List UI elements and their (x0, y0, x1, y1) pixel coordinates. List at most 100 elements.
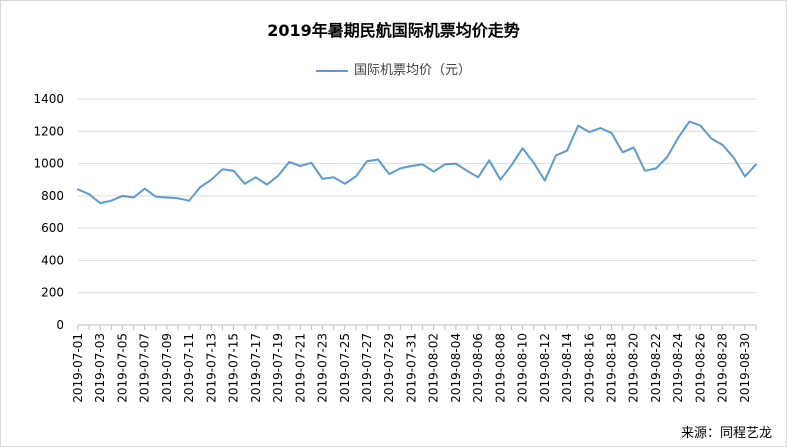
data-point (288, 161, 290, 163)
data-point (544, 180, 546, 182)
x-tick-label: 2019-07-13 (204, 333, 218, 403)
series-line (77, 120, 757, 205)
x-tick-label: 2019-08-04 (449, 333, 463, 403)
data-point (477, 176, 479, 178)
x-tick-label: 2019-07-27 (360, 333, 374, 403)
x-tick-label: 2019-08-14 (560, 333, 574, 403)
y-tick-label: 0 (56, 318, 64, 332)
data-point (755, 163, 757, 165)
data-point (555, 155, 557, 157)
data-point (688, 121, 690, 123)
x-tick-label: 2019-08-22 (649, 333, 663, 403)
data-point (277, 175, 279, 177)
legend-swatch (315, 69, 348, 72)
data-point (233, 170, 235, 172)
y-tick-label: 1200 (33, 124, 64, 138)
data-point (366, 160, 368, 162)
x-tick-label: 2019-07-21 (293, 333, 307, 403)
data-point (510, 164, 512, 166)
data-point (410, 165, 412, 167)
x-tick-label: 2019-08-24 (671, 333, 685, 403)
data-point (622, 151, 624, 153)
y-tick-label: 1000 (33, 157, 64, 171)
data-point (599, 127, 601, 129)
data-point (433, 171, 435, 173)
data-point (655, 167, 657, 169)
y-tick-label: 1400 (33, 92, 64, 106)
data-point (666, 156, 668, 158)
data-point (577, 125, 579, 127)
data-point (499, 179, 501, 181)
data-point (344, 183, 346, 185)
data-point (455, 163, 457, 165)
legend-label: 国际机票均价（元） (353, 63, 471, 78)
x-tick-label: 2019-07-15 (227, 333, 241, 403)
data-point (310, 162, 312, 164)
data-point (266, 184, 268, 186)
x-tick-label: 2019-08-16 (582, 333, 596, 403)
x-tick-label: 2019-07-25 (338, 333, 352, 403)
data-point (188, 200, 190, 202)
data-point (377, 159, 379, 161)
data-point (611, 132, 613, 134)
x-tick-label: 2019-07-05 (115, 333, 129, 403)
data-point (644, 170, 646, 172)
x-tick-label: 2019-07-11 (182, 333, 196, 403)
data-point (488, 159, 490, 161)
data-point (566, 150, 568, 152)
x-tick-label: 2019-08-08 (493, 333, 507, 403)
data-point (244, 183, 246, 185)
data-point (677, 137, 679, 139)
y-tick-label: 200 (41, 286, 64, 300)
x-tick-label: 2019-08-30 (738, 333, 752, 403)
x-tick-label: 2019-07-23 (316, 333, 330, 403)
data-point (422, 163, 424, 165)
data-point (110, 200, 112, 202)
x-tick-label: 2019-07-09 (160, 333, 174, 403)
x-tick-label: 2019-07-31 (404, 333, 418, 403)
data-point (322, 178, 324, 180)
data-point (533, 162, 535, 164)
data-point (444, 163, 446, 165)
data-point (355, 175, 357, 177)
data-point (221, 168, 223, 170)
data-point (88, 193, 90, 195)
x-tick-label: 2019-08-02 (427, 333, 441, 403)
chart-title: 2019年暑期民航国际机票均价走势 (267, 21, 520, 40)
x-tick-label: 2019-08-26 (693, 333, 707, 403)
data-point (121, 195, 123, 197)
x-tick-label: 2019-08-20 (627, 333, 641, 403)
source-note: 来源：同程艺龙 (680, 426, 772, 441)
x-tick-label: 2019-08-18 (605, 333, 619, 403)
data-point (166, 196, 168, 198)
y-tick-label: 400 (41, 253, 64, 267)
y-tick-label: 800 (41, 189, 64, 203)
data-point (255, 176, 257, 178)
data-point (299, 165, 301, 167)
data-point (466, 170, 468, 172)
data-point (388, 173, 390, 175)
x-tick-label: 2019-08-06 (471, 333, 485, 403)
x-tick-label: 2019-07-19 (271, 333, 285, 403)
data-point (155, 196, 157, 198)
chart-legend: 国际机票均价（元） (1, 59, 786, 78)
data-point (633, 146, 635, 148)
data-point (399, 167, 401, 169)
data-point (722, 144, 724, 146)
x-tick-label: 2019-07-07 (138, 333, 152, 403)
data-point (199, 186, 201, 188)
data-point (210, 179, 212, 181)
x-tick-label: 2019-07-01 (71, 333, 85, 403)
x-tick-label: 2019-08-12 (538, 333, 552, 403)
data-point (144, 188, 146, 190)
x-tick-label: 2019-07-29 (382, 333, 396, 403)
data-point (133, 196, 135, 198)
data-point (588, 131, 590, 133)
data-point (699, 125, 701, 127)
x-tick-label: 2019-08-10 (516, 333, 530, 403)
x-tick-label: 2019-08-28 (716, 333, 730, 403)
data-point (333, 176, 335, 178)
data-point (744, 175, 746, 177)
